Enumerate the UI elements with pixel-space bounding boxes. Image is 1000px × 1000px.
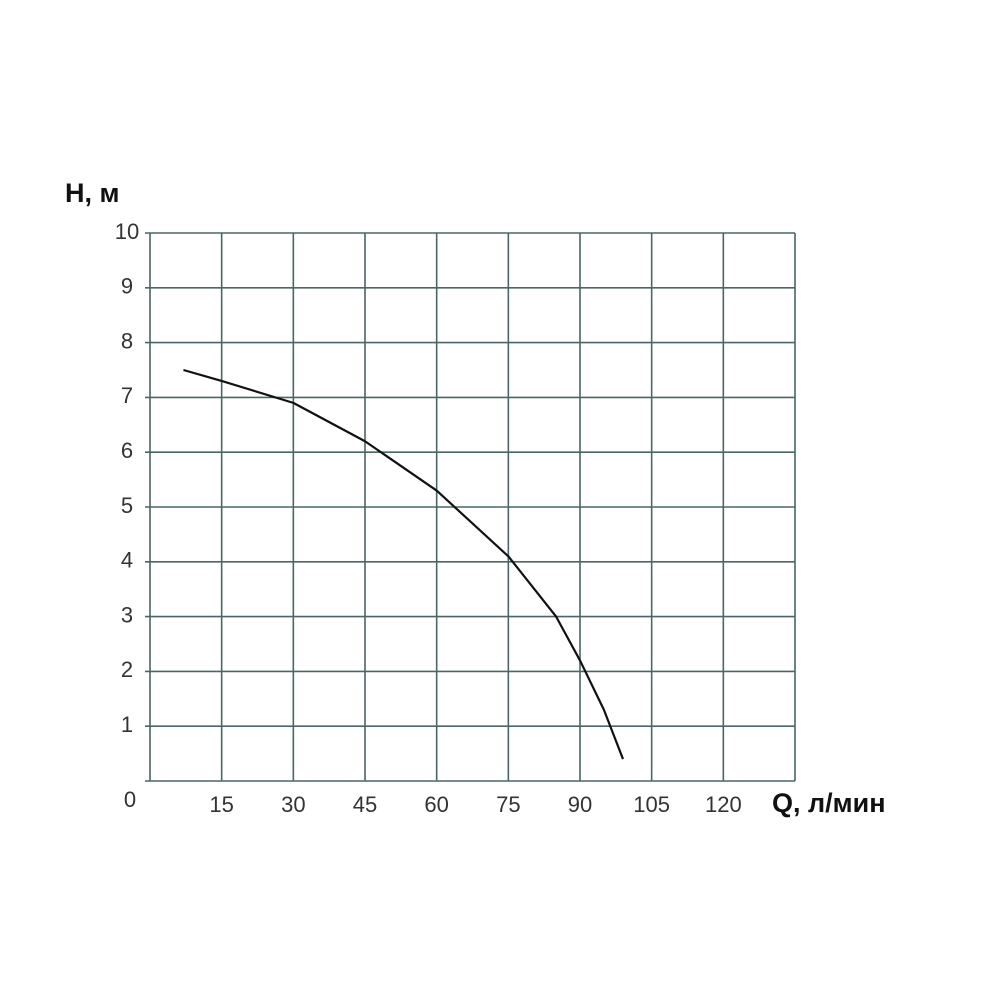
data-line xyxy=(183,368,625,760)
x-tick-label: 45 xyxy=(353,792,377,817)
x-axis-title: Q, л/мин xyxy=(772,788,886,818)
y-tick-label: 10 xyxy=(115,219,139,244)
x-tick-label: 30 xyxy=(281,792,305,817)
x-tick-label: 75 xyxy=(496,792,520,817)
x-tick-label: 105 xyxy=(633,792,670,817)
y-tick-label: 8 xyxy=(121,328,133,353)
y-tick-label: 7 xyxy=(121,383,133,408)
y-tick-label: 9 xyxy=(121,274,133,299)
y-tick-label: 0 xyxy=(124,787,136,812)
y-tick-label: 3 xyxy=(121,602,133,627)
x-tick-label: 60 xyxy=(424,792,448,817)
y-tick-label: 5 xyxy=(121,493,133,518)
y-tick-label: 2 xyxy=(121,657,133,682)
x-tick-label: 120 xyxy=(705,792,742,817)
y-tick-label: 4 xyxy=(121,548,133,573)
x-tick-label: 15 xyxy=(209,792,233,817)
x-tick-label: 90 xyxy=(568,792,592,817)
y-tick-label: 1 xyxy=(121,712,133,737)
y-axis-title: H, м xyxy=(65,178,119,208)
y-tick-label: 6 xyxy=(121,438,133,463)
